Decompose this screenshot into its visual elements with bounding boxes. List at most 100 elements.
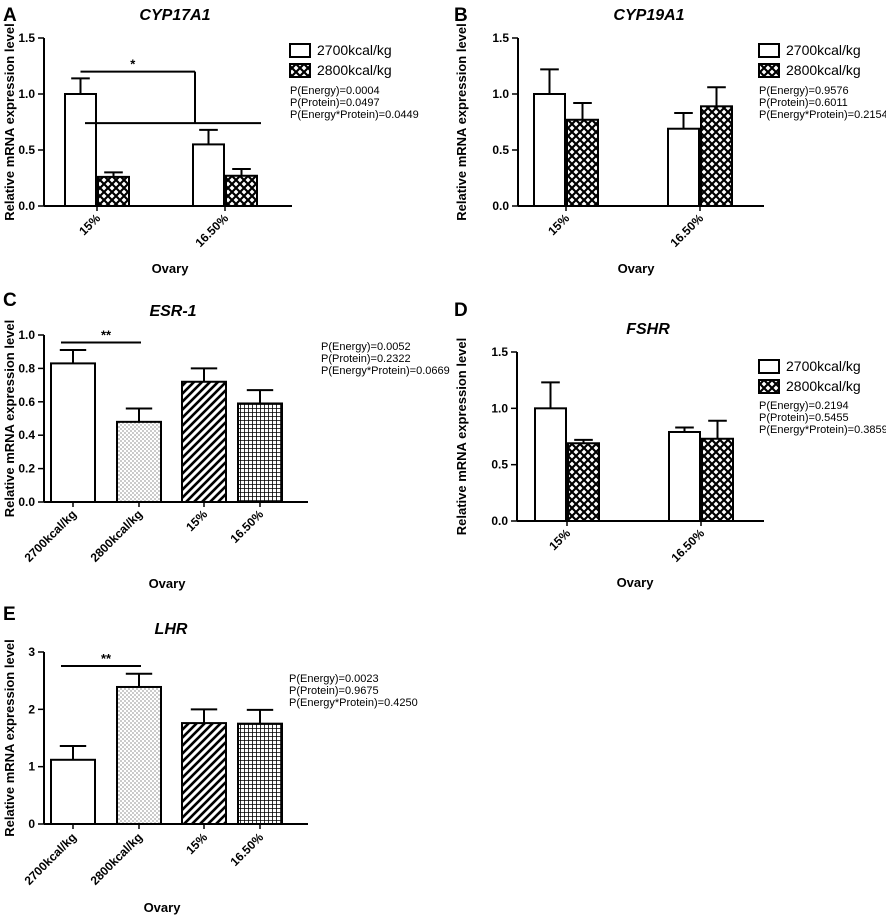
bar — [181, 722, 227, 825]
y-axis-label: Relative mRNA expression level — [454, 338, 469, 536]
x-category-label: 16.50% — [227, 830, 266, 869]
y-tick-label: 1.5 — [491, 345, 508, 359]
legend-swatch — [289, 43, 311, 58]
y-tick-label: 0 — [28, 817, 35, 831]
stat-text: P(Energy*Protein)=0.0669 — [321, 365, 450, 377]
x-category-label: 2700kcal/kg — [22, 507, 80, 565]
stat-text: P(Energy)=0.0052 — [321, 341, 411, 353]
y-tick-label: 1.0 — [18, 328, 35, 342]
stat-text: P(Energy*Protein)=0.2154 — [759, 109, 886, 121]
bar — [116, 685, 162, 825]
x-category-label: 2800kcal/kg — [88, 507, 146, 565]
bar — [668, 430, 701, 523]
legend-entry: 2700kcal/kg — [786, 42, 861, 58]
bar — [237, 722, 283, 826]
x-axis-label: Ovary — [618, 261, 656, 276]
significance-marker: ** — [101, 328, 112, 343]
bar — [225, 174, 258, 207]
bar — [534, 407, 567, 523]
significance-marker: ** — [101, 651, 112, 666]
y-tick-label: 0.5 — [491, 458, 508, 472]
y-tick-label: 1.0 — [18, 87, 35, 101]
x-axis-label: Ovary — [617, 575, 655, 590]
stat-text: P(Energy)=0.2194 — [759, 400, 849, 412]
legend-entry: 2800kcal/kg — [786, 378, 861, 394]
y-tick-label: 1.5 — [18, 31, 35, 45]
x-category-label: 16.50% — [227, 507, 266, 546]
bar — [667, 127, 700, 207]
y-axis-label: Relative mRNA expression level — [454, 23, 469, 221]
chart-panel-b: B CYP19A1 0.0 0.5 1.0 1.5 Relative mRNA expres… — [454, 5, 886, 276]
legend-swatch — [289, 63, 311, 78]
legend-entry: 2700kcal/kg — [317, 42, 392, 58]
x-category-label: 15% — [183, 507, 210, 534]
y-tick-label: 1.0 — [492, 87, 509, 101]
chart-panel-d: D FSHR 0.0 0.5 1.0 1.5 Relative mRNA expressio… — [454, 300, 886, 590]
stat-text: P(Energy)=0.0004 — [290, 85, 380, 97]
legend-entry: 2800kcal/kg — [786, 62, 861, 78]
bar — [181, 380, 227, 504]
chart-title: LHR — [155, 621, 188, 638]
stat-text: P(Protein)=0.2322 — [321, 353, 411, 365]
y-tick-label: 1 — [28, 760, 35, 774]
x-axis-label: Ovary — [144, 900, 182, 915]
y-tick-label: 1.0 — [491, 401, 508, 415]
y-axis-label: Relative mRNA expression level — [2, 23, 17, 221]
y-tick-label: 0.0 — [18, 495, 35, 509]
y-tick-label: 0.8 — [18, 361, 35, 375]
x-category-label: 16.50% — [668, 526, 707, 565]
bar — [567, 442, 600, 523]
y-tick-label: 1.5 — [492, 31, 509, 45]
x-category-label: 15% — [76, 211, 103, 238]
significance-marker: * — [130, 57, 136, 72]
y-tick-label: 0.0 — [18, 199, 35, 213]
panel-label: E — [3, 604, 16, 625]
chart-title: ESR-1 — [149, 303, 196, 320]
chart-title: CYP17A1 — [139, 7, 210, 24]
y-tick-label: 0.5 — [492, 143, 509, 157]
panel-label: C — [3, 290, 17, 311]
bar — [700, 105, 733, 207]
bar — [97, 175, 130, 208]
stat-text: P(Energy*Protein)=0.4250 — [289, 697, 418, 709]
chart-panel-e: E LHR 0 1 2 3 Relative mRNA expression level Ov… — [2, 604, 418, 915]
x-category-label: 16.50% — [192, 211, 231, 250]
legend-entry: 2700kcal/kg — [786, 358, 861, 374]
y-tick-label: 0.5 — [18, 143, 35, 157]
y-axis-label: Relative mRNA expression level — [2, 320, 17, 518]
y-tick-label: 0.0 — [492, 199, 509, 213]
stat-text: P(Protein)=0.5455 — [759, 412, 849, 424]
y-tick-label: 0.0 — [491, 514, 508, 528]
x-category-label: 15% — [546, 526, 573, 553]
x-axis-label: Ovary — [152, 261, 190, 276]
panel-label: B — [454, 5, 468, 26]
y-tick-label: 0.4 — [18, 428, 35, 442]
y-tick-label: 0.6 — [18, 395, 35, 409]
panel-label: A — [3, 5, 17, 26]
y-tick-label: 0.2 — [18, 462, 35, 476]
y-tick-label: 2 — [28, 702, 35, 716]
legend-swatch — [758, 63, 780, 78]
legend-swatch — [758, 43, 780, 58]
bar — [50, 758, 96, 826]
x-category-label: 2800kcal/kg — [88, 830, 146, 888]
stat-text: P(Energy)=0.9576 — [759, 85, 849, 97]
stat-text: P(Energy*Protein)=0.0449 — [290, 109, 419, 121]
y-tick-label: 3 — [28, 645, 35, 659]
chart-title: CYP19A1 — [613, 7, 684, 24]
y-axis-label: Relative mRNA expression level — [2, 639, 17, 837]
stat-text: P(Protein)=0.9675 — [289, 685, 379, 697]
legend-swatch — [758, 379, 780, 394]
x-category-label: 16.50% — [667, 211, 706, 250]
bar — [237, 402, 283, 503]
bar — [701, 437, 734, 522]
legend-swatch — [758, 359, 780, 374]
stat-text: P(Energy*Protein)=0.3859 — [759, 424, 886, 436]
stat-text: P(Protein)=0.0497 — [290, 97, 380, 109]
stat-text: P(Energy)=0.0023 — [289, 673, 379, 685]
chart-title: FSHR — [626, 321, 670, 338]
x-axis-label: Ovary — [149, 576, 187, 591]
